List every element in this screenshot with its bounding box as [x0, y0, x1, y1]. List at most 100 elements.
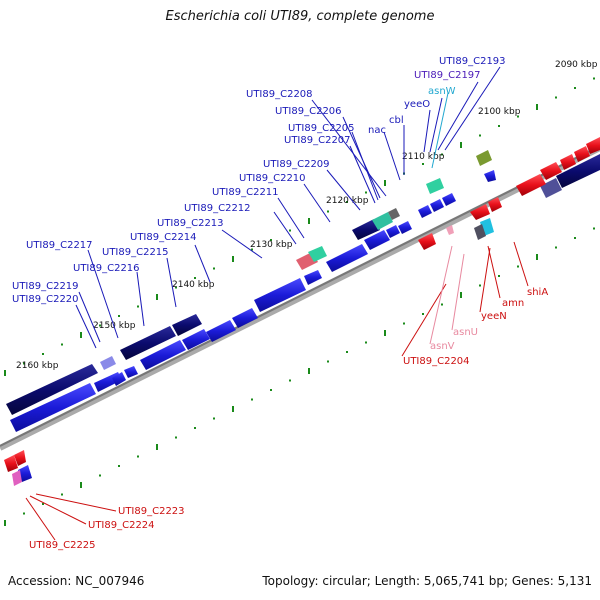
reverse-gene[interactable] — [516, 174, 546, 196]
trna-leader-lines — [429, 245, 465, 345]
minor-tick — [175, 436, 177, 439]
major-tick — [232, 256, 234, 262]
minor-tick — [327, 360, 329, 363]
minor-tick — [289, 379, 291, 382]
gene-label[interactable]: UTI89_C2209 — [263, 159, 330, 170]
gene-label[interactable]: UTI89_C2204 — [403, 356, 470, 367]
gene-label[interactable]: yeeO — [404, 99, 430, 110]
gene-label[interactable]: UTI89_C2215 — [102, 247, 169, 258]
forward-gene[interactable] — [484, 170, 496, 182]
forward-gene[interactable] — [232, 308, 258, 328]
forward-gene[interactable] — [364, 230, 390, 250]
scale-label: 2120 kbp — [326, 196, 369, 206]
reverse-gene[interactable] — [4, 455, 18, 472]
forward-gene[interactable] — [476, 150, 492, 166]
minor-tick — [118, 465, 120, 467]
major-tick — [80, 482, 82, 488]
reverse-gene[interactable] — [14, 450, 26, 466]
minor-tick — [23, 512, 25, 515]
forward-gene[interactable] — [426, 178, 444, 194]
reverse-gene[interactable] — [586, 137, 600, 154]
gene-label[interactable]: UTI89_C2225 — [29, 540, 96, 551]
forward-gene[interactable] — [6, 364, 98, 415]
forward-gene[interactable] — [430, 199, 444, 212]
gene-label[interactable]: UTI89_C2213 — [157, 218, 224, 229]
reverse-gene[interactable] — [470, 204, 490, 220]
forward-gene[interactable] — [304, 270, 322, 285]
minor-tick — [137, 305, 139, 308]
minor-tick — [99, 324, 101, 327]
major-tick — [460, 292, 462, 298]
forward-gene[interactable] — [10, 383, 96, 432]
gene-label[interactable]: UTI89_C2223 — [118, 506, 185, 517]
gene-label[interactable]: UTI89_C2206 — [275, 106, 342, 117]
gene-label[interactable]: UTI89_C2193 — [439, 56, 506, 67]
forward-gene[interactable] — [556, 154, 600, 188]
gene-label[interactable]: asnV — [430, 341, 455, 352]
minor-tick — [61, 493, 63, 496]
minor-tick — [42, 503, 44, 505]
minor-tick — [270, 239, 272, 241]
reverse-gene[interactable] — [488, 197, 502, 212]
gene-label[interactable]: UTI89_C2217 — [26, 240, 93, 251]
gene-label[interactable]: asnW — [428, 86, 456, 97]
gene-label[interactable]: nac — [368, 125, 386, 136]
gene-label[interactable]: UTI89_C2212 — [184, 203, 251, 214]
gene-label[interactable]: shiA — [527, 287, 548, 298]
forward-gene[interactable] — [398, 221, 412, 234]
minor-tick — [61, 343, 63, 346]
genome-backbone-edge — [0, 145, 600, 447]
gene-label[interactable]: yeeN — [481, 311, 507, 322]
gene-label[interactable]: UTI89_C2216 — [73, 263, 140, 274]
forward-gene[interactable] — [172, 314, 202, 336]
gene-label[interactable]: UTI89_C2219 — [12, 281, 79, 292]
minor-tick — [555, 96, 557, 99]
gene-label[interactable]: cbl — [389, 115, 404, 126]
forward-gene[interactable] — [352, 219, 380, 240]
forward-gene[interactable] — [12, 470, 22, 486]
forward-gene[interactable] — [100, 356, 116, 370]
reverse-gene[interactable] — [418, 233, 436, 250]
scale-label: 2100 kbp — [478, 107, 521, 117]
forward-gene[interactable] — [140, 340, 186, 370]
gene-label[interactable]: UTI89_C2220 — [12, 294, 79, 305]
gene-label[interactable]: UTI89_C2205 — [288, 123, 355, 134]
forward-gene-labels: UTI89_C2193 UTI89_C2197 asnW yeeO cbl na… — [12, 56, 506, 305]
forward-gene[interactable] — [112, 372, 126, 386]
forward-gene[interactable] — [254, 278, 306, 312]
scale-label: 2160 kbp — [16, 361, 59, 371]
gene-label[interactable]: amn — [502, 298, 524, 309]
gene-label[interactable]: UTI89_C2211 — [212, 187, 279, 198]
minor-tick — [422, 313, 424, 315]
scale-label: 2110 kbp — [402, 152, 445, 162]
gene-label[interactable]: UTI89_C2214 — [130, 232, 197, 243]
forward-gene[interactable] — [388, 208, 400, 220]
forward-gene[interactable] — [120, 326, 176, 360]
gene-label[interactable]: UTI89_C2197 — [414, 70, 481, 81]
reverse-gene[interactable] — [574, 146, 590, 162]
scale-label: 2090 kbp — [555, 60, 598, 70]
forward-gene[interactable] — [372, 212, 393, 230]
forward-gene[interactable] — [206, 320, 236, 342]
forward-gene[interactable] — [326, 244, 368, 272]
minor-tick — [403, 322, 405, 325]
reverse-gene[interactable] — [446, 225, 454, 235]
forward-gene[interactable] — [418, 205, 432, 218]
forward-gene[interactable] — [386, 225, 400, 238]
gene-label[interactable]: UTI89_C2207 — [284, 135, 351, 146]
forward-gene[interactable] — [182, 329, 210, 350]
forward-gene[interactable] — [124, 366, 138, 378]
gene-label[interactable]: UTI89_C2224 — [88, 520, 155, 531]
forward-gene[interactable] — [442, 193, 456, 206]
gene-label[interactable]: UTI89_C2208 — [246, 89, 313, 100]
forward-gene[interactable] — [18, 465, 32, 482]
gene-label[interactable]: asnU — [453, 327, 478, 338]
forward-gene[interactable] — [308, 246, 327, 262]
minor-tick — [346, 351, 348, 353]
reverse-gene[interactable] — [474, 224, 486, 240]
gene-label[interactable]: UTI89_C2210 — [239, 173, 306, 184]
reverse-gene[interactable] — [560, 154, 576, 170]
reverse-gene[interactable] — [540, 162, 562, 180]
forward-gene[interactable] — [540, 178, 562, 198]
